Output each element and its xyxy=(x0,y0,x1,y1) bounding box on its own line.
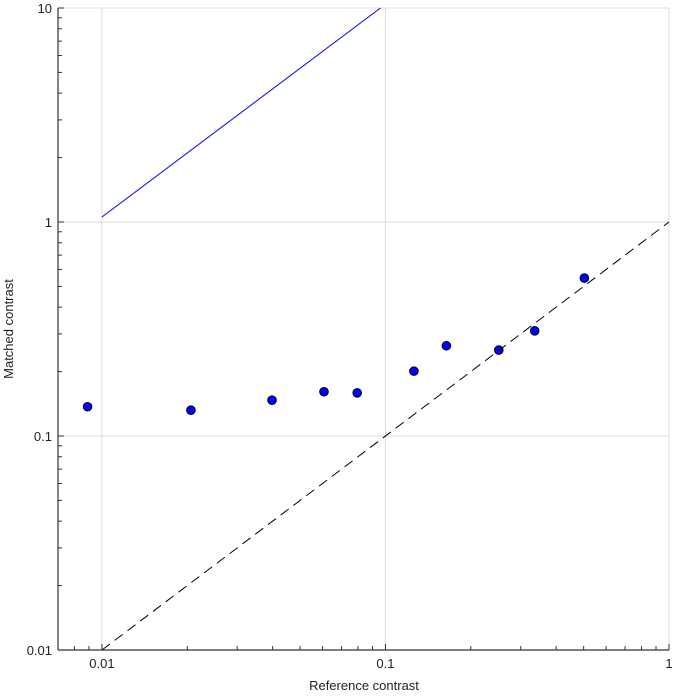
x-axis-label: Reference contrast xyxy=(309,678,419,693)
identity-line xyxy=(101,221,670,651)
data-point xyxy=(441,340,452,351)
data-point xyxy=(186,405,196,415)
y-tick-label: 0.01 xyxy=(27,643,52,658)
x-tick-label: 1 xyxy=(665,656,672,671)
data-point xyxy=(529,326,540,336)
axes: 0.01 0.1 1 0.01 0.1 1 10 xyxy=(27,1,673,671)
data-point xyxy=(82,401,93,412)
data-point xyxy=(352,388,363,398)
y-tick-label: 10 xyxy=(38,1,52,16)
plot-frame xyxy=(57,7,670,651)
data-point xyxy=(267,395,277,405)
x-tick-label: 0.1 xyxy=(376,656,394,671)
y-axis-label: Matched contrast xyxy=(1,279,16,379)
data-point xyxy=(579,273,590,283)
series-layer xyxy=(82,7,670,651)
y-tick-label: 1 xyxy=(45,215,52,230)
fit-line xyxy=(101,7,381,218)
data-point xyxy=(319,386,329,397)
x-tick-label: 0.01 xyxy=(89,656,114,671)
grid xyxy=(57,7,670,651)
data-point xyxy=(409,366,419,376)
y-tick-label: 0.1 xyxy=(34,429,52,444)
